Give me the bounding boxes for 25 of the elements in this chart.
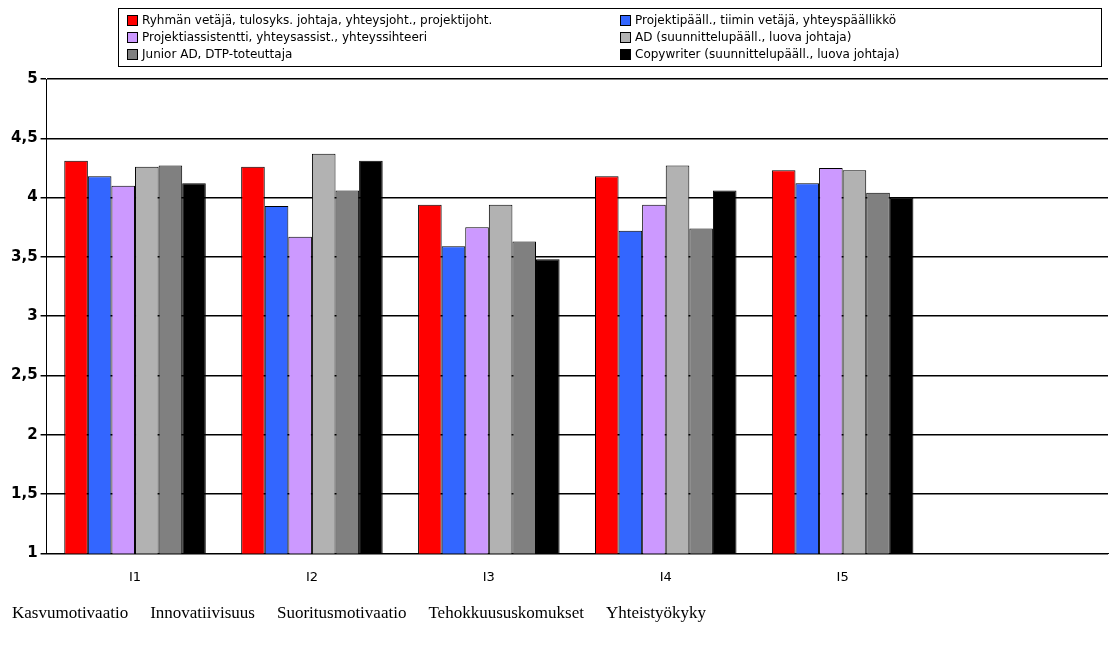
y-tick-label: 3 xyxy=(27,306,38,325)
x-tick-label: I1 xyxy=(128,568,142,584)
y-tick-label: 2,5 xyxy=(10,365,38,384)
y-tick-label: 4,5 xyxy=(10,128,38,147)
y-tick-label: 2 xyxy=(27,424,38,443)
x-tick-label: I3 xyxy=(482,568,495,584)
y-tick-label: 4 xyxy=(27,187,38,206)
text: Yhteistyökyky xyxy=(605,603,707,623)
text: Innovatiivisuus xyxy=(150,603,255,623)
x-tick-label: I5 xyxy=(836,568,849,584)
legend-label: AD (suunnittelupääll., luova johtaja) xyxy=(635,29,852,46)
text: Kasvumotivaatio xyxy=(12,603,129,623)
legend-label: Projektipääll., tiimin vetäjä, yhteyspäällikkö xyxy=(635,12,897,29)
x-tick-label: I2 xyxy=(305,568,318,584)
legend-label: Junior AD, DTP-toteuttaja xyxy=(142,46,293,63)
legend-label: Copywriter (suunnittelupääll., luova johtaja) xyxy=(635,46,900,63)
text: Tehokkuususkomukset xyxy=(428,603,584,623)
y-tick-label: 1,5 xyxy=(10,483,38,502)
y-tick-label: 1 xyxy=(27,543,38,562)
y-tick-label: 5 xyxy=(27,68,38,87)
y-tick-label: 3,5 xyxy=(10,246,38,265)
legend-label: Ryhmän vetäjä, tulosyks. johtaja, yhteysjoht., projektijoht. xyxy=(142,12,493,29)
legend-label: Projektiassistentti, yhteysassist., yhteyssihteeri xyxy=(142,29,428,46)
x-tick-label: I4 xyxy=(659,568,672,584)
text: Suoritusmotivaatio xyxy=(277,603,407,623)
